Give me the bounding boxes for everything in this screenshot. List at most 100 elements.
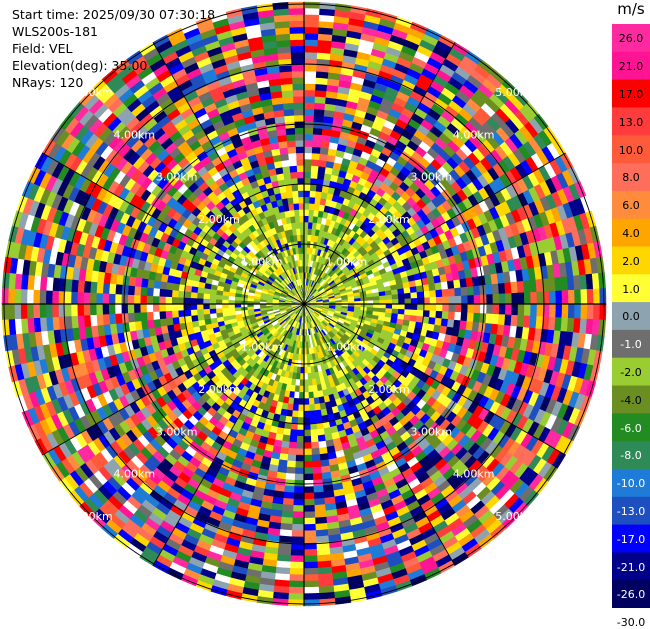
velocity-gate [436,297,443,305]
velocity-gate [298,398,304,405]
velocity-gate [386,304,393,309]
velocity-gate [288,448,297,455]
velocity-gate [146,303,153,312]
velocity-gate [314,510,326,517]
velocity-gate [109,283,116,294]
velocity-gate [165,289,172,297]
velocity-gate [172,290,179,298]
velocity-gate [417,304,424,311]
velocity-gate [549,304,556,318]
velocity-gate [505,293,512,305]
velocity-gate [297,417,304,424]
velocity-gate [291,530,304,537]
velocity-gate [524,304,531,317]
velocity-gate [312,147,321,154]
velocity-gate [287,454,296,461]
velocity-gate [289,555,304,562]
velocity-gate [299,392,304,399]
velocity-gate [121,303,128,313]
velocity-gate [304,33,319,40]
velocity-gate [303,442,311,449]
velocity-gate [435,282,443,290]
velocity-gate [293,486,304,493]
velocity-gate [518,304,525,316]
velocity-gate [429,311,436,319]
velocity-gate [555,304,562,319]
velocity-gate [304,203,310,210]
velocity-gate [159,296,166,304]
velocity-gate [103,313,110,325]
velocity-gate [455,296,462,305]
velocity-gate [2,303,9,320]
velocity-gate [303,436,311,443]
velocity-gate [281,510,293,518]
velocity-gate [115,293,122,304]
velocity-gate [530,304,537,317]
velocity-gate [303,530,316,537]
velocity-gate [304,65,317,72]
velocity-gate [286,460,296,467]
velocity-gate [504,282,511,294]
velocity-gate [316,78,329,86]
velocity-gate [21,288,28,304]
velocity-gate [449,296,456,305]
velocity-gate [304,109,315,116]
velocity-gate [308,379,313,386]
velocity-gate [300,373,304,380]
velocity-gate [140,286,147,296]
velocity-gate [511,293,518,305]
velocity-gate [529,280,537,293]
velocity-gate [379,295,386,300]
velocity-gate [314,504,326,511]
velocity-gate [216,308,223,313]
velocity-gate [313,485,324,492]
velocity-gate [228,300,235,304]
velocity-gate [467,295,474,305]
velocity-gate [209,299,216,304]
velocity-gate [185,315,192,322]
velocity-gate [315,96,327,104]
velocity-gate [295,455,304,462]
velocity-gate [159,288,166,296]
velocity-gate [303,580,319,587]
velocity-gate [373,304,380,308]
velocity-gate [140,312,147,322]
velocity-gate [303,449,312,456]
velocity-gate [280,517,293,525]
velocity-gate [313,492,324,499]
velocity-gate [128,312,135,322]
velocity-gate [313,128,323,135]
velocity-gate [77,291,84,304]
velocity-gate [296,442,304,449]
velocity-gate [293,499,304,506]
velocity-gate [448,312,455,321]
velocity-gate [172,317,179,325]
velocity-gate [222,308,229,313]
velocity-gate [314,109,325,116]
velocity-gate [304,96,316,103]
velocity-gate [96,303,103,315]
velocity-gate [485,284,492,295]
velocity-gate [317,428,325,435]
velocity-gate [288,580,304,587]
velocity-gate [304,27,320,34]
velocity-gate [165,296,172,304]
velocity-gate [153,303,160,312]
velocity-gate [295,461,304,468]
velocity-gate [460,287,467,297]
velocity-gate [109,303,116,314]
velocity-gate [283,485,294,492]
velocity-gate [291,536,304,543]
velocity-gate [417,291,424,298]
velocity-gate [71,291,78,304]
velocity-gate [191,315,198,322]
velocity-gate [492,314,499,325]
velocity-gate [505,304,512,316]
velocity-gate [71,315,79,328]
velocity-gate [307,373,312,380]
velocity-gate [304,165,312,172]
velocity-gate [429,290,436,298]
velocity-gate [165,310,172,318]
velocity-gate [303,518,315,525]
velocity-gate [536,279,544,293]
